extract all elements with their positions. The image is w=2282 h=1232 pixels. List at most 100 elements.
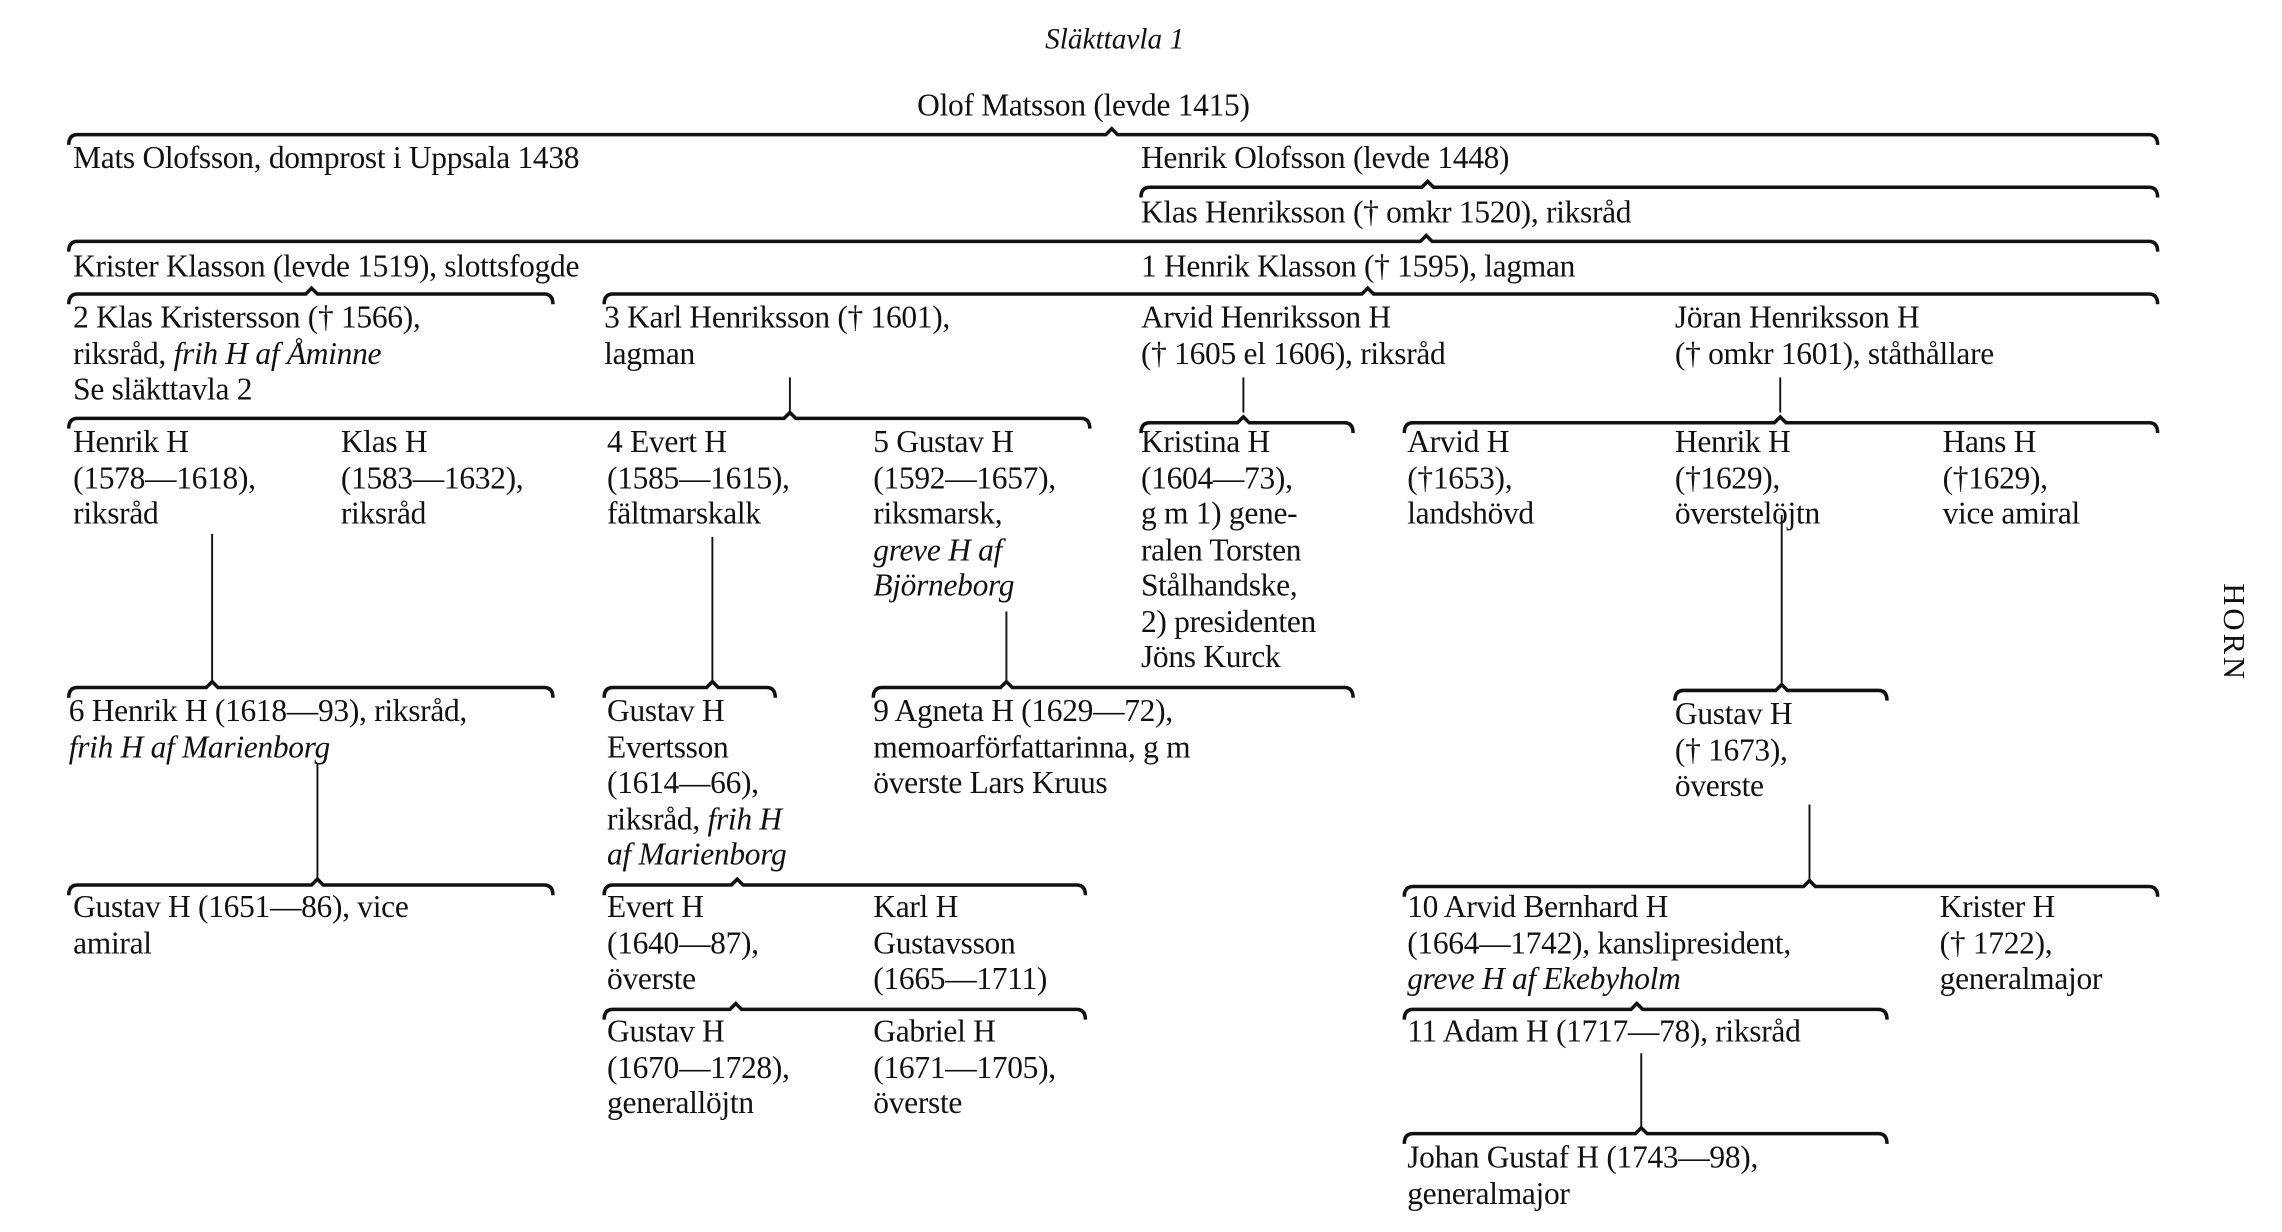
node-text: greve H af Ekebyholm xyxy=(1407,961,1681,997)
node-text: Klas H xyxy=(340,424,428,460)
node-line: Björneborg xyxy=(873,568,1056,604)
node-line: 4 Evert H xyxy=(607,424,790,460)
node-line: 1 Henrik Klasson († 1595), lagman xyxy=(1141,249,1575,285)
node-line: 2 Klas Kristersson († 1566), xyxy=(73,300,421,336)
node-line: Gustav H xyxy=(607,1014,790,1050)
node-text: († omkr 1601), ståthållare xyxy=(1674,335,1994,371)
node-line: överste xyxy=(873,1085,1056,1121)
node-text: Henrik Olofsson (levde 1448) xyxy=(1140,140,1510,176)
node-text: Olof Matsson (levde 1415) xyxy=(917,87,1250,123)
node-line: generalmajor xyxy=(1407,1175,1758,1211)
sibling-bracket xyxy=(602,876,1088,896)
node-text: fältmarskalk xyxy=(607,495,761,531)
node-text: g m 1) gene- xyxy=(1140,495,1298,531)
node-text: (1585—1615), xyxy=(607,460,790,496)
person-node: Evert H (1640—87), överste xyxy=(607,889,759,997)
sibling-bracket xyxy=(66,876,555,896)
node-text: Hans H xyxy=(1942,424,2037,460)
sibling-bracket xyxy=(1139,414,1355,434)
node-line: (†1629), xyxy=(1943,460,2080,496)
node-line: Arvid Henriksson H xyxy=(1141,300,1446,336)
node-line: greve H af xyxy=(873,532,1056,568)
node-text: riksråd, xyxy=(73,335,174,371)
sibling-bracket xyxy=(66,126,2160,145)
node-text: Björneborg xyxy=(873,567,1015,603)
node-text: frih H xyxy=(707,800,782,836)
node-text: Gabriel H xyxy=(873,1013,996,1049)
person-node: Mats Olofsson, domprost i Uppsala 1438 xyxy=(73,140,579,176)
node-text: af Marienborg xyxy=(607,836,787,872)
node-text: frih H af Marienborg xyxy=(68,729,330,765)
node-text: 1 Henrik Klasson († 1595), lagman xyxy=(1140,248,1576,284)
node-text: generallöjtn xyxy=(607,1085,754,1121)
node-line: (1585—1615), xyxy=(607,460,790,496)
node-text: Gustav H xyxy=(1674,696,1793,732)
node-text: greve H af xyxy=(873,531,1002,567)
person-node: 5 Gustav H (1592—1657), riksmarsk, greve H … xyxy=(873,424,1056,603)
node-text: († 1605 el 1606), riksråd xyxy=(1140,335,1446,371)
node-line: Henrik Olofsson (levde 1448) xyxy=(1140,140,1510,176)
node-text: vice amiral xyxy=(1942,495,2081,531)
node-text: Mats Olofsson, domprost i Uppsala 1438 xyxy=(73,140,580,176)
node-text: (1614—66), xyxy=(607,765,759,801)
person-node: Gustav H (1651—86), vice amiral xyxy=(73,889,409,961)
node-line: (1640—87), xyxy=(607,925,759,961)
node-text: Jöns Kurck xyxy=(1140,639,1281,675)
node-line: g m 1) gene- xyxy=(1141,496,1316,532)
node-line: (1671—1705), xyxy=(873,1050,1056,1086)
person-node: Kristina H (1604—73), g m 1) gene-ralen To… xyxy=(1141,424,1316,675)
node-line: Gabriel H xyxy=(873,1014,1056,1050)
node-text: överste xyxy=(873,1085,963,1121)
sibling-bracket xyxy=(1402,1000,1889,1020)
node-text: riksråd, xyxy=(607,800,708,836)
node-text: överste xyxy=(607,961,696,997)
node-line: († 1605 el 1606), riksråd xyxy=(1141,336,1446,372)
node-line: vice amiral xyxy=(1942,495,2081,532)
person-node: Johan Gustaf H (1743—98), generalmajor xyxy=(1407,1140,1758,1212)
node-text: lagman xyxy=(604,335,695,371)
node-text: generalmajor xyxy=(1939,961,2103,997)
node-text: 10 Arvid Bernhard H xyxy=(1407,889,1669,925)
node-line: († 1673), xyxy=(1675,732,1792,768)
node-text: 2) presidenten xyxy=(1140,603,1316,639)
node-line: (†1629), xyxy=(1675,460,1820,496)
node-text: 5 Gustav H xyxy=(873,424,1014,460)
person-node: 10 Arvid Bernhard H (1664—1742), kanslipr… xyxy=(1407,889,1791,997)
node-line: riksmarsk, xyxy=(873,496,1056,532)
node-line: överste xyxy=(1675,768,1792,804)
node-line: Klas Henriksson († omkr 1520), riksråd xyxy=(1141,195,1632,231)
node-text: riksråd xyxy=(340,495,427,531)
node-text: överste xyxy=(1674,767,1764,804)
node-text: generalmajor xyxy=(1407,1175,1570,1211)
node-line: Stålhandske, xyxy=(1141,568,1316,604)
node-line: Henrik H xyxy=(73,424,256,460)
node-text: (1671—1705), xyxy=(873,1049,1056,1085)
node-text: Evertsson xyxy=(607,729,729,765)
node-line: riksråd, frih H af Åminne xyxy=(73,336,420,372)
node-text: 3 Karl Henriksson († 1601), xyxy=(604,299,950,335)
node-line: Kristina H xyxy=(1141,424,1316,460)
node-text: Stålhandske, xyxy=(1140,567,1298,603)
node-line: 6 Henrik H (1618—93), riksråd, xyxy=(69,693,468,729)
sibling-bracket xyxy=(1402,1125,1889,1144)
person-node: Gustav H (1670—1728), generallöjtn xyxy=(607,1014,790,1122)
node-text: Karl H xyxy=(873,889,958,925)
node-text: Arvid H xyxy=(1407,424,1510,460)
node-line: (1664—1742), kanslipresident, xyxy=(1407,925,1791,961)
node-line: (1604—73), xyxy=(1141,460,1316,496)
node-line: överste xyxy=(607,961,759,997)
node-text: överste Lars Kruus xyxy=(873,765,1108,801)
node-line: (1665—1711) xyxy=(873,961,1047,997)
node-text: riksråd xyxy=(73,495,159,531)
node-text: Gustav H (1651—86), vice xyxy=(73,889,409,925)
node-text: (1640—87), xyxy=(607,925,759,961)
node-line: (1614—66), xyxy=(607,765,786,801)
node-line: Olof Matsson (levde 1415) xyxy=(917,87,1250,124)
person-node: Krister Klasson (levde 1519), slottsfogd… xyxy=(73,249,579,285)
node-line: Krister H xyxy=(1940,889,2102,925)
node-text: Henrik H xyxy=(73,424,189,460)
person-node: Klas Henriksson († omkr 1520), riksråd xyxy=(1141,195,1632,231)
node-line: Evertsson xyxy=(607,729,786,765)
person-node: 6 Henrik H (1618—93), riksråd, frih H af … xyxy=(68,693,468,765)
node-line: Johan Gustaf H (1743—98), xyxy=(1407,1140,1758,1176)
